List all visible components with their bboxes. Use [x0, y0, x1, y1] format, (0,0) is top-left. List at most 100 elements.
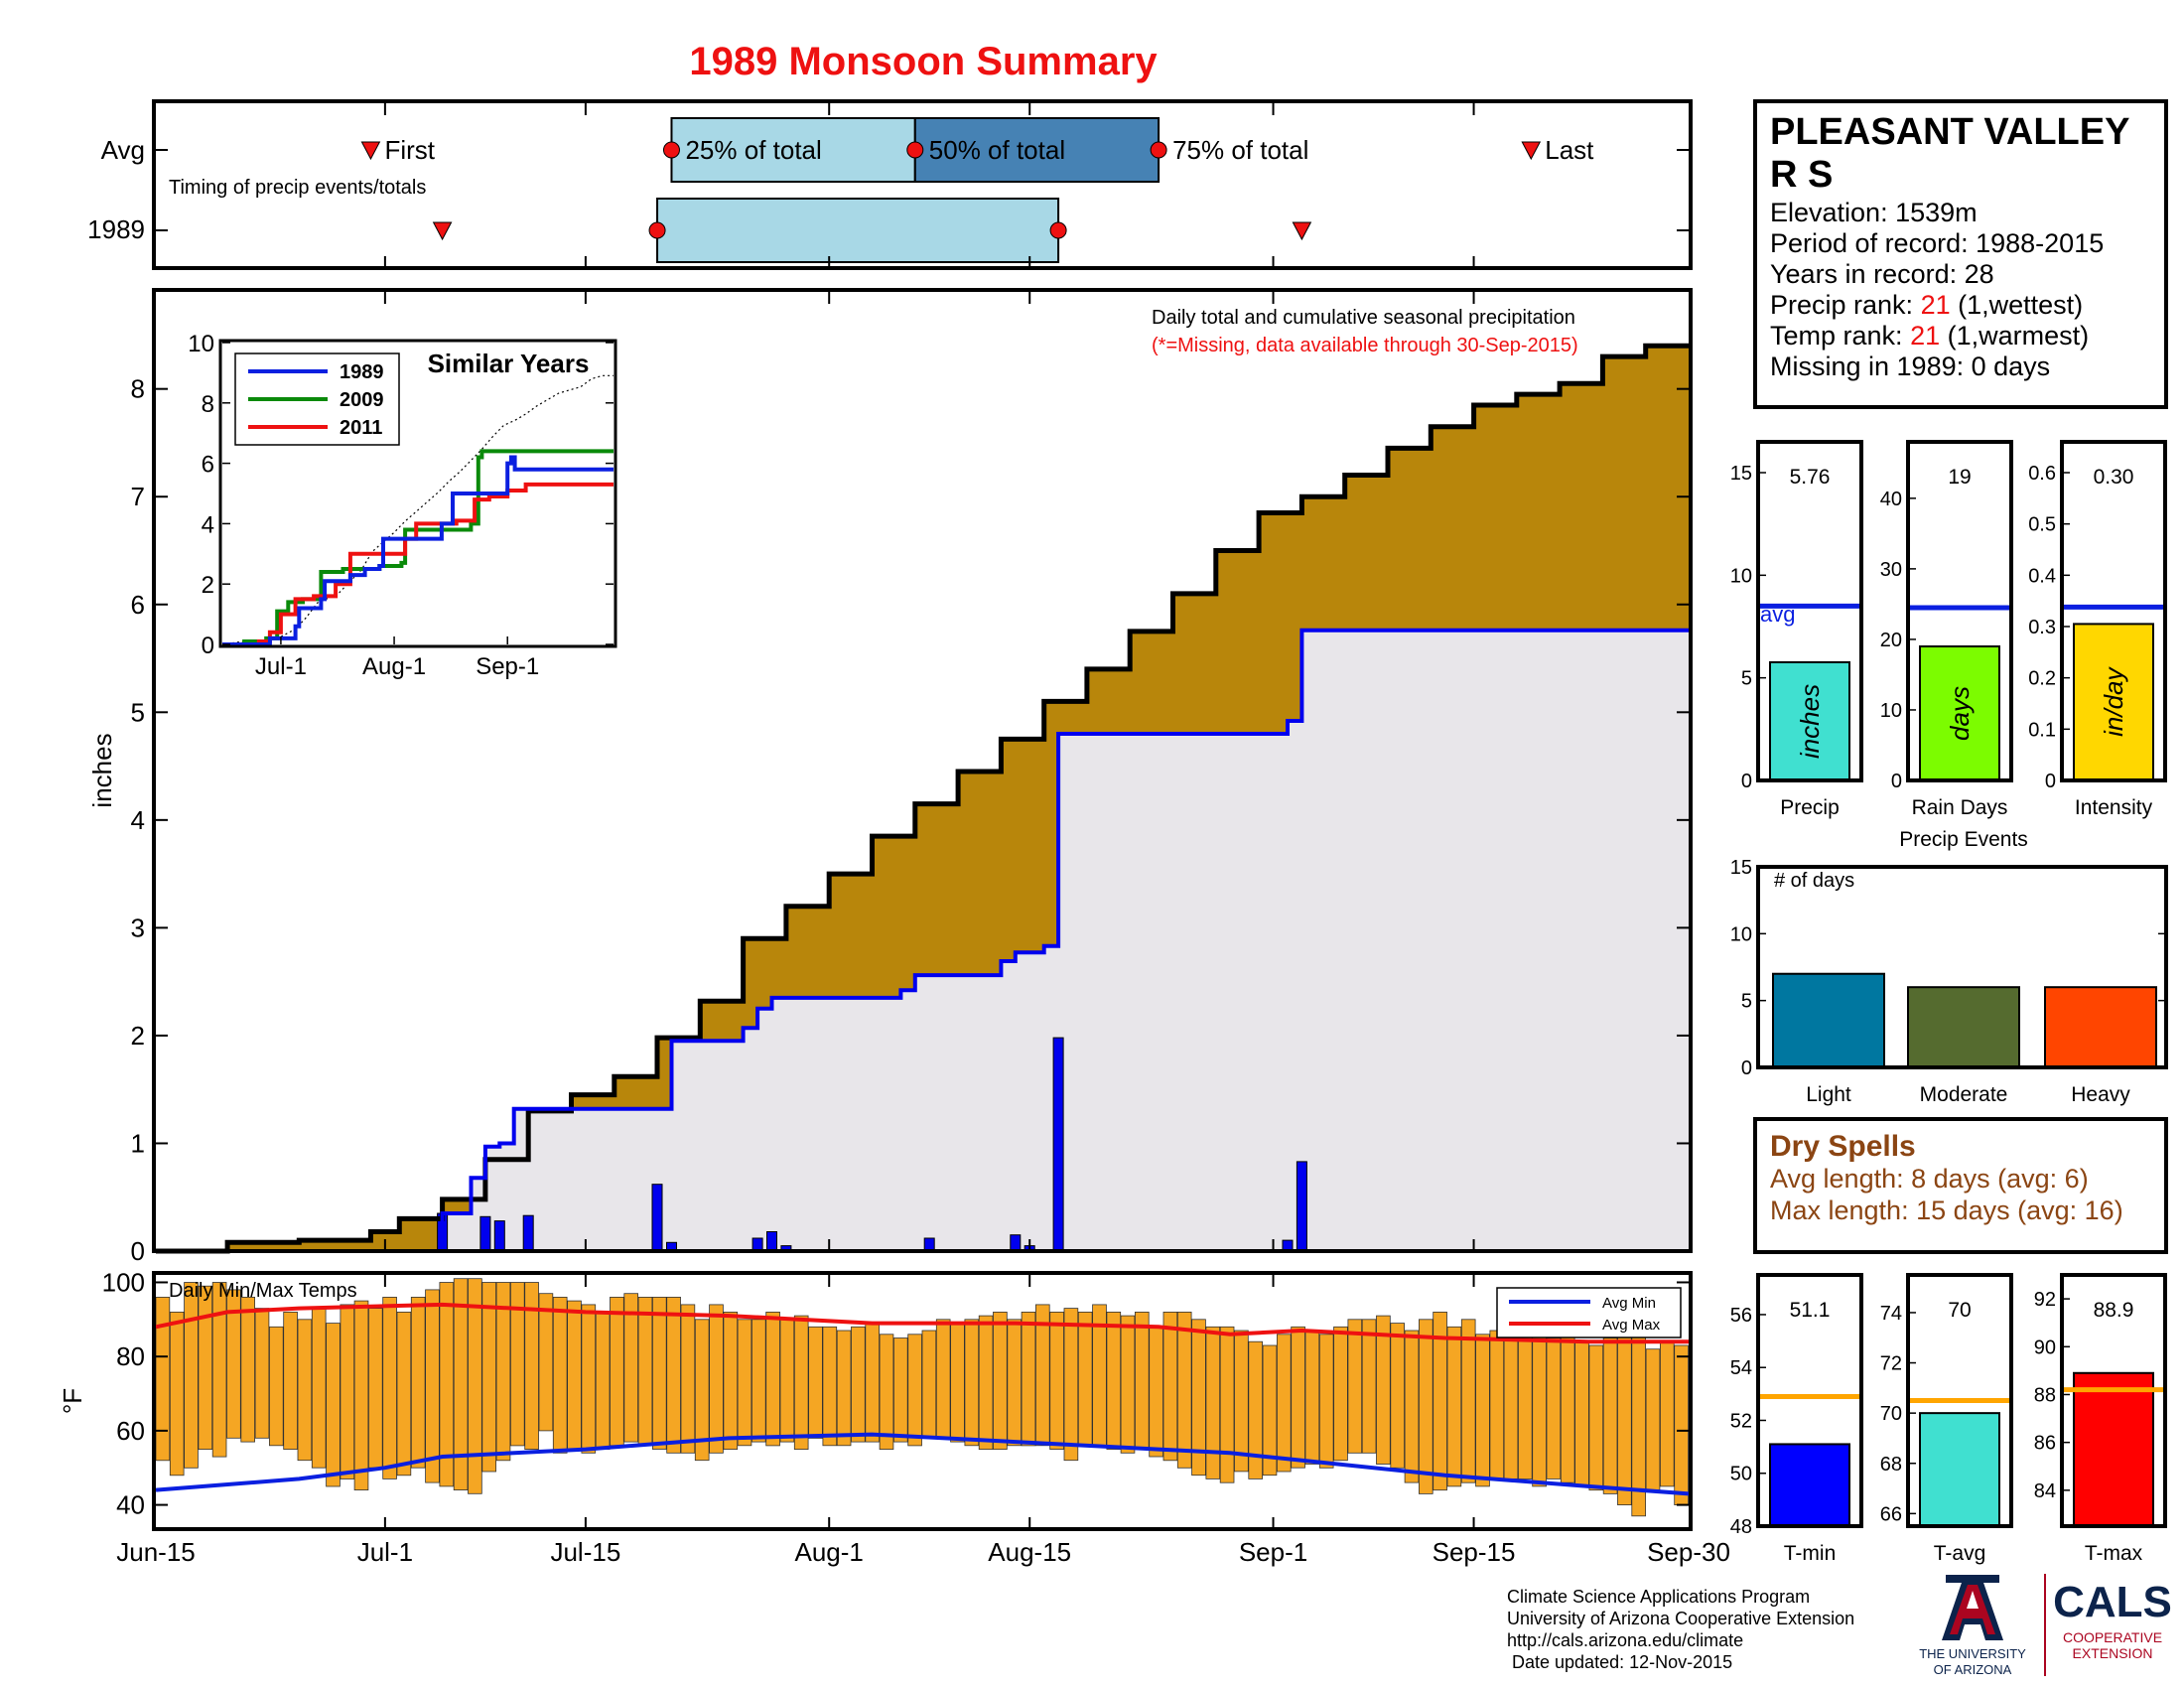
summary-intensity-value: 0.30	[2094, 466, 2134, 489]
daily-temp-bar	[808, 1326, 823, 1439]
summary-intensity-tick-label: 0.6	[2028, 463, 2056, 485]
credits-line3: http://cals.arizona.edu/climate	[1507, 1630, 1743, 1650]
daily-temp-bar	[610, 1297, 624, 1447]
temp-summary-t-min-tick-label: 50	[1730, 1464, 1752, 1485]
daily-temp-bar	[1419, 1319, 1433, 1494]
daily-temp-bar	[1460, 1319, 1476, 1483]
inset-series-1989	[222, 455, 614, 646]
summary-intensity-tick-label: 0.5	[2028, 514, 2056, 536]
avg-timing-label: Last	[1545, 135, 1594, 165]
daily-temp-bar	[1191, 1319, 1206, 1477]
year-timing-marker	[432, 221, 453, 241]
date-axis-labels: Jun-15 Jul-1 Jul-15 Aug-1 Aug-15 Sep-1 Sep-15 S…	[116, 103, 1730, 1567]
temp-summary-t-avg-tick-label: 74	[1880, 1303, 1902, 1325]
inset-y-tick-label: 0	[202, 633, 214, 659]
timing-frame	[152, 99, 1693, 270]
summary-precip-tick-label: 10	[1730, 565, 1752, 587]
temp-summary-t-max-frame	[2060, 1273, 2167, 1528]
daily-temp-bar	[425, 1289, 440, 1483]
daily-temp-bar	[879, 1334, 894, 1451]
daily-temp-bar	[283, 1312, 298, 1451]
summary-rain-days-frame	[1906, 440, 2013, 782]
daily-precip-bar	[766, 1231, 777, 1252]
daily-temp-bar	[1077, 1312, 1093, 1447]
avg-quartile-box	[913, 117, 1160, 183]
inset-y-tick-label: 6	[202, 452, 214, 479]
daily-temp-bar	[1120, 1315, 1136, 1454]
temp-summary-t-max-bar	[2073, 1371, 2154, 1528]
daily-temp-bar	[1205, 1326, 1221, 1479]
summary-rain-days-label: Rain Days	[1912, 796, 2008, 819]
precip-note: Daily total and cumulative seasonal prec…	[1152, 307, 1575, 329]
precip-y-tick-label: 2	[131, 1021, 145, 1051]
station-elevation: Elevation: 1539m	[1770, 198, 1978, 227]
temperature-legend-box	[1496, 1287, 1682, 1338]
cals-sub2: EXTENSION	[2073, 1645, 2153, 1661]
precip-avg-label: avg	[1760, 602, 1795, 627]
daily-temp-bar	[453, 1278, 469, 1490]
daily-temp-bar	[524, 1282, 539, 1451]
daily-temp-bar	[1149, 1326, 1163, 1458]
daily-temp-bar	[1489, 1330, 1505, 1479]
precip-y-tick-label: 5	[131, 697, 145, 727]
precip-y-axis-label: inches	[87, 733, 117, 807]
avg-timing-label: 75% of total	[1172, 135, 1308, 165]
missing-note: (*=Missing, data available through 30-Se…	[1152, 335, 1578, 356]
daily-temp-bar	[709, 1304, 724, 1454]
inset-series-2011	[222, 482, 614, 646]
inset-x-tick-label: Jul-1	[255, 653, 307, 680]
daily-temp-bar	[751, 1319, 766, 1443]
credits: Climate Science Applications Program Uni…	[1507, 1587, 1854, 1672]
avg-timing-label: 25% of total	[685, 135, 821, 165]
daily-temp-bar	[1248, 1340, 1264, 1479]
precip-y-tick-label: 8	[131, 374, 145, 404]
daily-temp-bar	[1106, 1312, 1122, 1451]
year-quartile-box	[656, 198, 1060, 263]
daily-temp-bar	[865, 1323, 880, 1443]
dry-spells-title: Dry Spells	[1770, 1130, 1916, 1163]
summary-precip-frame	[1756, 440, 1863, 782]
daily-precip-bar	[479, 1215, 491, 1252]
daily-temp-bar	[1347, 1319, 1363, 1454]
daily-precip-bar	[1052, 1037, 1064, 1252]
temp-summary-t-max-tick-label: 86	[2034, 1433, 2056, 1455]
cals-wordmark: CALS	[2053, 1578, 2172, 1626]
daily-temp-bar	[1602, 1337, 1618, 1494]
daily-temp-bar	[1674, 1344, 1689, 1506]
temp-summary-t-max-tick-label: 88	[2034, 1384, 2056, 1406]
precip-y-tick-label: 3	[131, 913, 145, 942]
daily-temp-bar	[311, 1308, 327, 1469]
station-info-panel: PLEASANT VALLEY R S Elevation: 1539m Per…	[1753, 99, 2168, 409]
event-bar-moderate	[1907, 986, 2020, 1069]
temp-summary-t-avg-tick-label: 70	[1880, 1403, 1902, 1425]
year-cumulative-area	[156, 630, 1689, 1251]
year-timing-marker	[1292, 221, 1312, 241]
avg-timing-marker	[906, 141, 924, 159]
daily-temp-bar	[822, 1326, 838, 1447]
station-period: Period of record: 1988-2015	[1770, 228, 2104, 258]
temperature-y-axis-label: °F	[58, 1388, 87, 1414]
inset-x-tick-label: Sep-1	[476, 653, 539, 680]
daily-temp-bar	[198, 1285, 213, 1450]
temp-summary-t-avg-tick-label: 66	[1880, 1503, 1902, 1525]
daily-temp-bar	[367, 1308, 383, 1469]
station-precip-rank: Precip rank: 21 (1,wettest)	[1770, 290, 2083, 320]
x-tick-label: Aug-1	[795, 1537, 864, 1567]
temp-y-tick-label: 60	[116, 1416, 145, 1446]
events-tick-label: 10	[1730, 923, 1752, 945]
inset-legend-label: 2009	[340, 389, 384, 411]
daily-temp-bar	[226, 1289, 241, 1439]
cals-logo: CALS COOPERATIVE EXTENSION	[2053, 1578, 2172, 1661]
summary-intensity-tick-label: 0.1	[2028, 719, 2056, 741]
daily-temp-bar	[723, 1312, 739, 1451]
summary-rain-days-tick-label: 10	[1880, 700, 1902, 722]
inset-y-tick-label: 2	[202, 572, 214, 599]
timing-row-label-avg: Avg	[101, 135, 145, 165]
summary-rain-days-tick-label: 20	[1880, 630, 1902, 651]
daily-temp-bar	[1645, 1348, 1661, 1490]
event-label: Heavy	[2071, 1083, 2130, 1106]
temp-summary-t-min-label: T-min	[1784, 1542, 1837, 1565]
event-label: Moderate	[1920, 1083, 2008, 1106]
precip-y-tick-label: 0	[131, 1236, 145, 1266]
